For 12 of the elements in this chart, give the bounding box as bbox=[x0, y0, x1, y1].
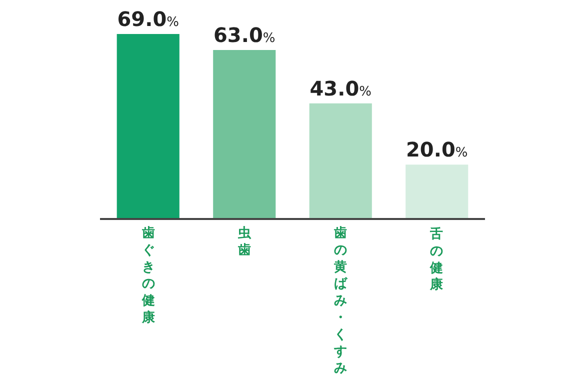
bar bbox=[406, 164, 468, 218]
data-label: 20.0% bbox=[406, 138, 468, 162]
category-label: 歯の黄ばみ・くすみ bbox=[334, 226, 347, 376]
x-tick-label: 歯ぐきの健康 bbox=[141, 226, 156, 326]
bar bbox=[116, 34, 180, 218]
x-tick-label: 虫歯 bbox=[237, 226, 252, 258]
bar bbox=[213, 50, 276, 218]
data-label: 63.0% bbox=[214, 23, 276, 47]
x-tick-label: 舌の健康 bbox=[429, 226, 444, 293]
data-label: 43.0% bbox=[310, 76, 372, 100]
bar bbox=[309, 103, 372, 218]
data-label: 69.0% bbox=[117, 7, 179, 31]
